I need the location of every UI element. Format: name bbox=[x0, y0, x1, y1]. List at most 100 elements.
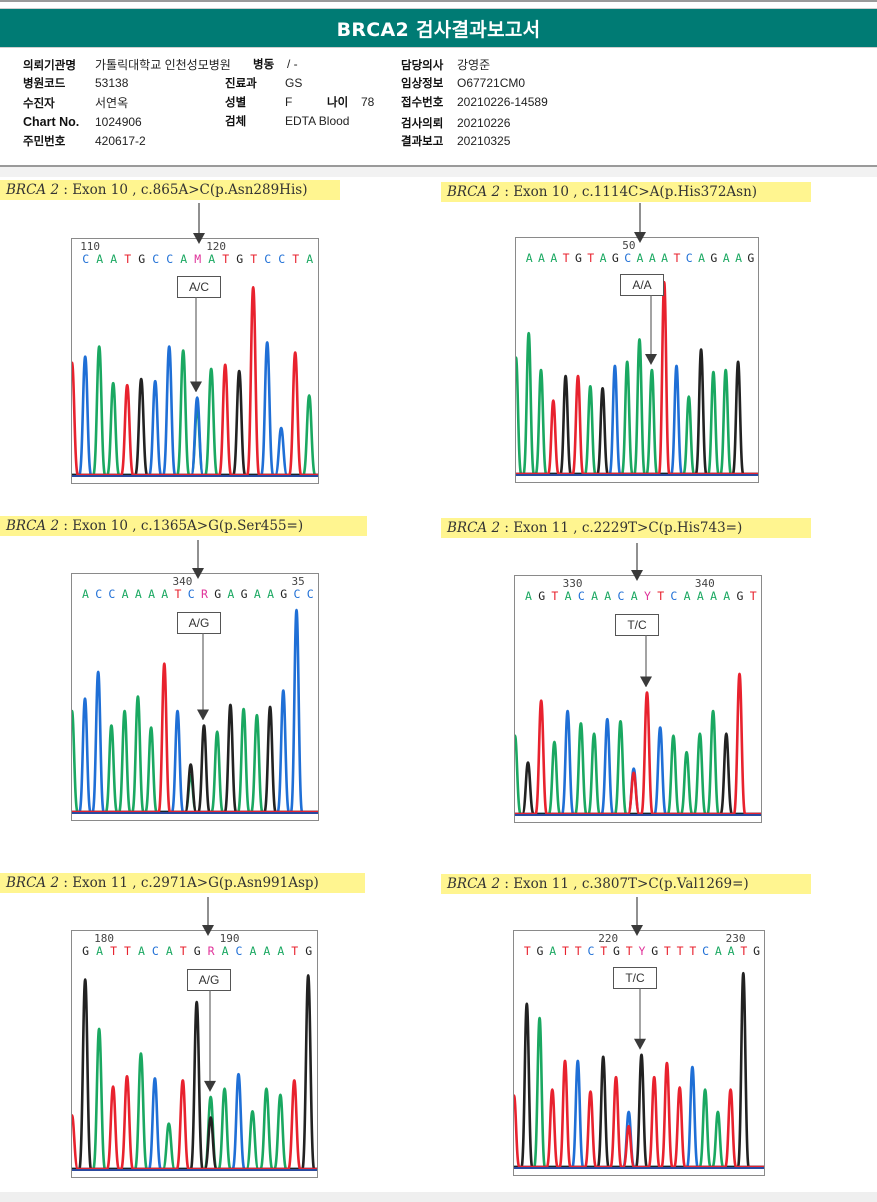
position-tick-label: 220 bbox=[598, 932, 618, 945]
base-call: T bbox=[740, 944, 747, 958]
caption-comma: , bbox=[568, 876, 582, 892]
field-physician: 담당의사 강영준 bbox=[401, 58, 491, 72]
peak-arrow-icon bbox=[196, 633, 209, 721]
base-call: A bbox=[684, 589, 691, 603]
position-tick-label: 230 bbox=[726, 932, 746, 945]
variant-caption: BRCA 2 : Exon 10 , c.1365A>G(p.Ser455=) bbox=[0, 516, 367, 536]
base-call: A bbox=[161, 587, 168, 601]
trace-A bbox=[516, 331, 758, 476]
position-tick-label: 50 bbox=[622, 239, 635, 252]
base-call: G bbox=[305, 944, 312, 958]
genotype-label: T/C bbox=[615, 614, 659, 636]
base-call: G bbox=[710, 251, 717, 265]
base-call: T bbox=[524, 944, 531, 958]
trace-G bbox=[72, 974, 317, 1171]
caption-comma: , bbox=[127, 182, 141, 198]
base-call: T bbox=[563, 251, 570, 265]
base-call: C bbox=[670, 589, 677, 603]
trace-A bbox=[72, 695, 318, 814]
base-call: T bbox=[600, 944, 607, 958]
base-call: A bbox=[122, 587, 129, 601]
base-call: T bbox=[180, 944, 187, 958]
variant-caption: BRCA 2 : Exon 10 , c.865A>C(p.Asn289His) bbox=[0, 180, 340, 200]
variant-base-call: Y bbox=[638, 944, 645, 958]
base-call: A bbox=[148, 587, 155, 601]
base-call: G bbox=[194, 944, 201, 958]
base-call: A bbox=[306, 252, 313, 266]
base-call: C bbox=[294, 587, 301, 601]
base-call: A bbox=[227, 587, 234, 601]
report-title: BRCA2 검사결과보고서 bbox=[0, 8, 877, 48]
base-call: A bbox=[631, 589, 638, 603]
base-call: A bbox=[96, 252, 103, 266]
caption-comma: , bbox=[568, 184, 582, 200]
base-call: T bbox=[626, 944, 633, 958]
base-call: T bbox=[677, 944, 684, 958]
field-ward: 병동 / - bbox=[253, 57, 298, 71]
top-rule bbox=[0, 0, 877, 2]
genotype-label: A/G bbox=[177, 612, 221, 634]
base-call: A bbox=[135, 587, 142, 601]
variant-caption: BRCA 2 : Exon 11 , c.3807T>C(p.Val1269=) bbox=[441, 874, 811, 894]
variant-base-call: M bbox=[194, 252, 201, 266]
base-call: C bbox=[188, 587, 195, 601]
field-hospital-code: 병원코드 53138 bbox=[23, 76, 129, 90]
base-call: A bbox=[526, 251, 533, 265]
variant-caption: BRCA 2 : Exon 11 , c.2971A>G(p.Asn991Asp… bbox=[0, 873, 365, 893]
trace-G bbox=[72, 703, 318, 814]
base-call: C bbox=[307, 587, 314, 601]
caption-comma: , bbox=[568, 520, 582, 536]
base-call: G bbox=[82, 944, 89, 958]
base-call: T bbox=[575, 944, 582, 958]
gene-name: BRCA 2 bbox=[6, 875, 60, 891]
variant-base-call: Y bbox=[644, 589, 651, 603]
base-call: T bbox=[222, 252, 229, 266]
variant-arrow-icon bbox=[631, 543, 643, 581]
base-call: G bbox=[753, 944, 760, 958]
chromatogram-svg: 340 35A C C A A A A T C R G A G A A G C C bbox=[72, 575, 318, 814]
variant-label: c.2971A>G(p.Asn991Asp) bbox=[140, 875, 319, 891]
base-call: A bbox=[110, 252, 117, 266]
footer-band bbox=[0, 1192, 877, 1202]
field-clinical-info: 임상정보 O67721CM0 bbox=[401, 76, 526, 90]
trace-A bbox=[514, 1016, 764, 1169]
caption-separator: : bbox=[500, 876, 514, 892]
variant-arrow-icon bbox=[192, 540, 204, 579]
position-tick-label: 340 bbox=[173, 575, 193, 588]
trace-T bbox=[72, 286, 318, 477]
base-call: A bbox=[600, 251, 607, 265]
base-call: A bbox=[637, 251, 644, 265]
base-call: T bbox=[562, 944, 569, 958]
base-call: A bbox=[735, 251, 742, 265]
position-tick-label: 35 bbox=[292, 575, 305, 588]
field-department: 진료과 GS bbox=[225, 76, 303, 90]
variant-base-call: A bbox=[649, 251, 656, 265]
base-call: A bbox=[263, 944, 270, 958]
base-call: T bbox=[124, 252, 131, 266]
base-call: G bbox=[138, 252, 145, 266]
position-tick-label: 120 bbox=[206, 240, 226, 253]
position-tick-label: 180 bbox=[94, 932, 114, 945]
exon-label: Exon 10 bbox=[72, 518, 128, 534]
base-call: A bbox=[723, 589, 730, 603]
base-call: C bbox=[588, 944, 595, 958]
base-call: C bbox=[82, 252, 89, 266]
variant-caption: BRCA 2 : Exon 10 , c.1114C>A(p.His372Asn… bbox=[441, 182, 811, 202]
exon-label: Exon 11 bbox=[72, 875, 128, 891]
chromatogram: 330 340 A G T A C A A C A Y T C A A A A G T bbox=[514, 575, 762, 823]
caption-separator: : bbox=[500, 184, 514, 200]
base-call: A bbox=[661, 251, 668, 265]
trace-G bbox=[514, 971, 764, 1169]
position-tick-label: 190 bbox=[220, 932, 240, 945]
base-call: C bbox=[702, 944, 709, 958]
base-call: T bbox=[175, 587, 182, 601]
base-call: A bbox=[222, 944, 229, 958]
base-call: G bbox=[280, 587, 287, 601]
info-divider bbox=[0, 165, 877, 167]
trace-C bbox=[72, 341, 318, 477]
field-report-date: 결과보고 20210325 bbox=[401, 134, 511, 148]
base-call: C bbox=[152, 944, 159, 958]
